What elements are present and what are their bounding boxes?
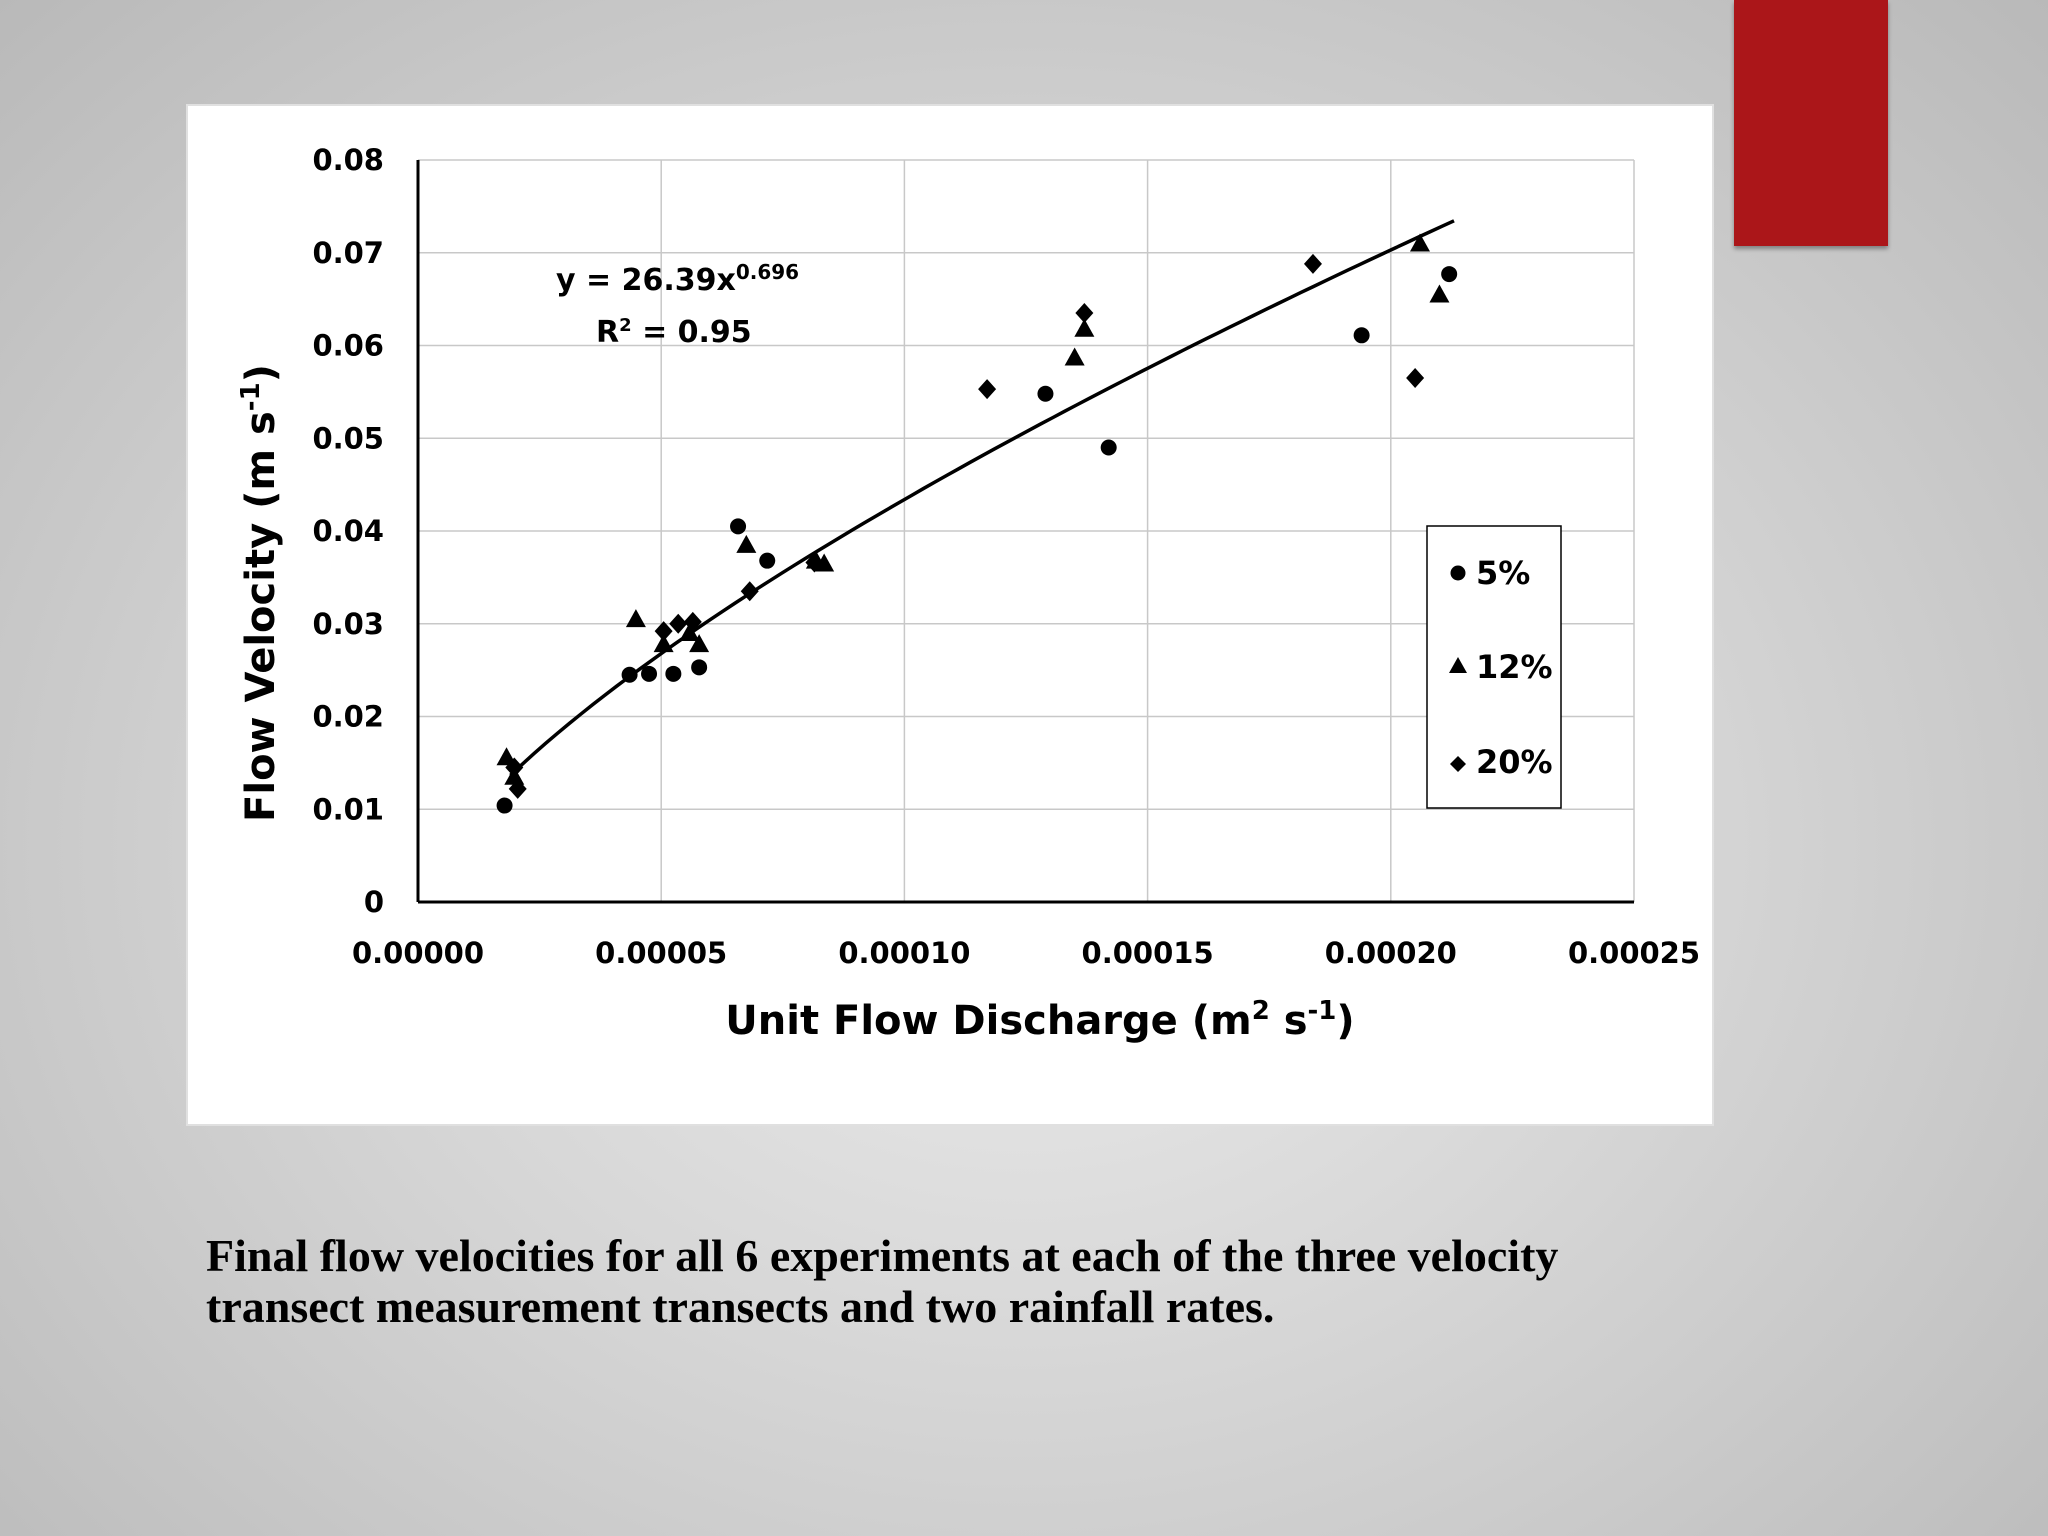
- x-tick-label: 0.00000: [352, 936, 484, 970]
- data-point-diamond: [740, 581, 759, 602]
- y-tick-label: 0.08: [312, 143, 384, 177]
- data-point-triangle: [679, 623, 700, 642]
- y-axis-ticks: 0 0.01 0.02 0.03 0.04 0.05 0.06 0.07 0.08: [312, 143, 384, 919]
- data-point-triangle: [625, 609, 646, 628]
- chart-panel: 0.00000 0.00005 0.00010 0.00015 0.00020 0.000…: [186, 104, 1714, 1126]
- caption-line-2: transect measurement transects and two r…: [206, 1281, 1275, 1332]
- x-tick-label: 0.00020: [1325, 936, 1457, 970]
- x-axis-label: Unit Flow Discharge (m2 s-1): [725, 996, 1354, 1044]
- data-point-circle: [1037, 385, 1054, 402]
- data-point-triangle: [689, 634, 710, 653]
- trendline-curve: [509, 219, 1455, 777]
- y-tick-label: 0.04: [312, 514, 384, 548]
- data-point-diamond: [683, 611, 702, 632]
- data-point-circle: [621, 666, 638, 683]
- data-point-diamond: [978, 379, 997, 400]
- x-tick-label: 0.00010: [838, 936, 970, 970]
- data-point-triangle: [1074, 318, 1095, 337]
- data-point-triangle: [1064, 347, 1085, 366]
- data-point-circle: [641, 665, 658, 682]
- legend-marker-diamond: [1450, 756, 1466, 772]
- legend-marker-triangle: [1449, 657, 1467, 673]
- trendline-r-squared: R2 = 0.95: [596, 315, 752, 350]
- y-tick-label: 0: [364, 885, 384, 919]
- y-tick-label: 0.02: [312, 700, 384, 734]
- trendline-equation: y = 26.39x0.696: [556, 260, 799, 298]
- y-tick-label: 0.05: [312, 421, 384, 455]
- y-axis-label: Flow Velocity (m s-1): [236, 364, 284, 822]
- data-point-diamond: [654, 621, 673, 642]
- x-tick-label: 0.00005: [595, 936, 727, 970]
- data-point-circle: [759, 552, 776, 569]
- data-point-diamond: [805, 552, 824, 573]
- data-point-diamond: [1075, 303, 1094, 324]
- y-tick-label: 0.07: [312, 236, 384, 270]
- y-tick-label: 0.06: [312, 329, 384, 363]
- accent-bar: [1734, 0, 1888, 246]
- legend-label-12: 12%: [1476, 648, 1553, 686]
- data-point-diamond: [1406, 367, 1425, 388]
- data-point-diamond: [669, 613, 688, 634]
- data-point-diamond: [505, 757, 524, 778]
- legend-label-20: 20%: [1476, 743, 1553, 781]
- caption-line-1: Final flow velocities for all 6 experime…: [206, 1230, 1559, 1281]
- legend-label-5: 5%: [1476, 554, 1530, 592]
- grid: [418, 159, 1635, 902]
- legend: 5% 12% 20%: [1426, 525, 1562, 809]
- data-point-diamond: [1303, 253, 1322, 274]
- x-tick-label: 0.00025: [1568, 936, 1700, 970]
- legend-marker-circle: [1450, 565, 1466, 581]
- data-point-triangle: [653, 634, 674, 653]
- data-point-circle: [1353, 327, 1370, 344]
- data-point-circle: [691, 659, 708, 676]
- x-tick-label: 0.00015: [1082, 936, 1214, 970]
- data-point-circle: [1441, 266, 1458, 283]
- scatter-chart: 0.00000 0.00005 0.00010 0.00015 0.00020 0.000…: [236, 143, 1700, 1044]
- trendline: [509, 219, 1455, 777]
- y-tick-label: 0.03: [312, 607, 384, 641]
- legend-box: [1426, 525, 1562, 809]
- axes: [416, 160, 1634, 904]
- data-point-triangle: [736, 534, 757, 553]
- data-point-circle: [665, 665, 682, 682]
- y-tick-label: 0.01: [312, 792, 384, 826]
- figure-caption: Final flow velocities for all 6 experime…: [206, 1230, 1766, 1332]
- data-point-triangle: [1429, 284, 1450, 303]
- data-point-circle: [730, 518, 747, 535]
- data-point-circle: [1100, 439, 1117, 456]
- data-point-circle: [496, 797, 513, 814]
- data-points: [496, 233, 1458, 814]
- data-point-triangle: [1409, 233, 1430, 252]
- x-axis-ticks: 0.00000 0.00005 0.00010 0.00015 0.00020 0.000…: [352, 936, 1700, 970]
- data-point-diamond: [508, 778, 527, 799]
